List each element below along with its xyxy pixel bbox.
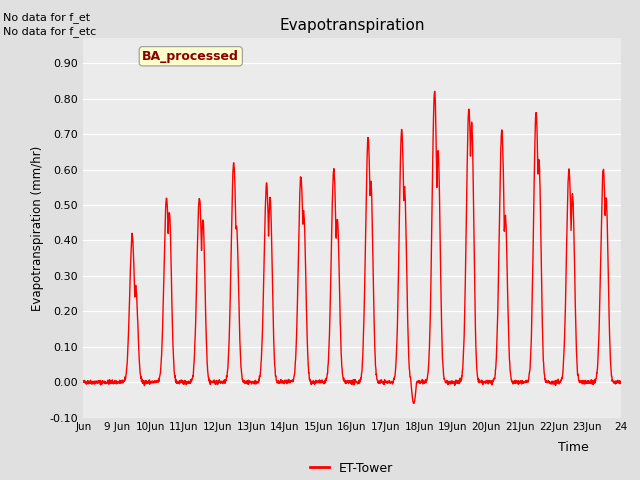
Text: Time: Time bbox=[558, 441, 589, 454]
Legend: ET-Tower: ET-Tower bbox=[305, 456, 399, 480]
Title: Evapotranspiration: Evapotranspiration bbox=[279, 18, 425, 33]
Text: No data for f_et: No data for f_et bbox=[3, 12, 90, 23]
Text: No data for f_etc: No data for f_etc bbox=[3, 26, 97, 37]
Y-axis label: Evapotranspiration (mm/hr): Evapotranspiration (mm/hr) bbox=[31, 145, 44, 311]
Text: BA_processed: BA_processed bbox=[142, 50, 239, 63]
